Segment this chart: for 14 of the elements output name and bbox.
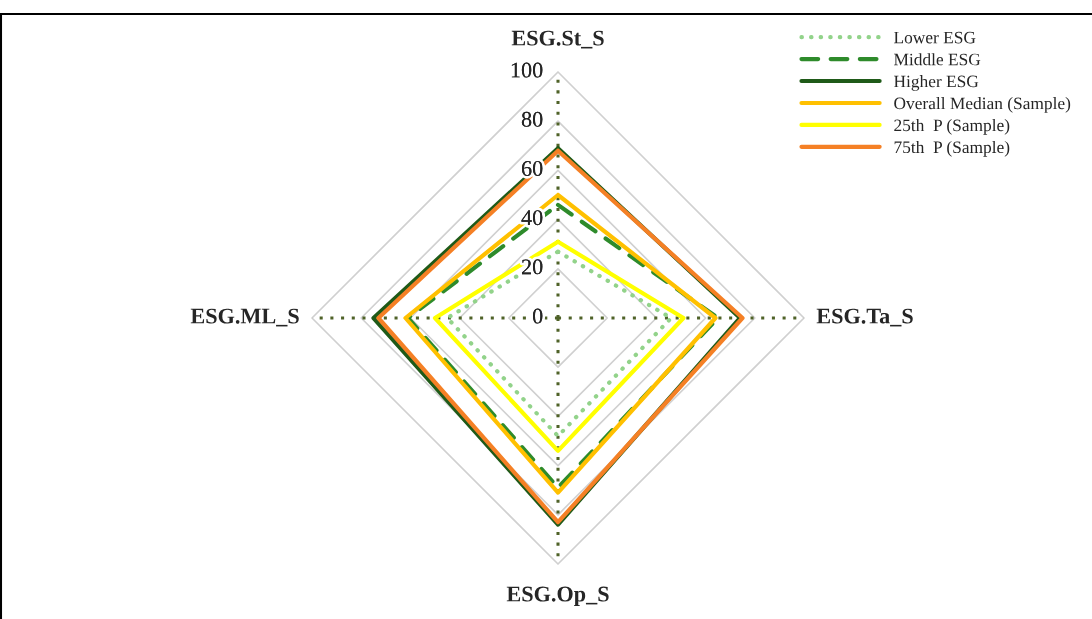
legend-label: Lower ESG	[894, 31, 976, 44]
spoke-label: ESG.Op_S	[506, 586, 609, 607]
spoke-label: ESG.St_S	[511, 30, 604, 49]
spoke-label: ESG.Ta_S	[816, 308, 913, 327]
y-tick-label: 20	[521, 259, 543, 275]
y-tick-label: 80	[521, 111, 543, 127]
legend-label: 75th P (Sample)	[894, 140, 1010, 157]
legend-label: Overall Median (Sample)	[894, 97, 1071, 113]
legend-label: 25th P (Sample)	[894, 118, 1010, 135]
legend-label: Higher ESG	[894, 75, 979, 91]
legend-label: Middle ESG	[894, 53, 981, 66]
y-tick-label: 100	[511, 62, 543, 78]
y-tick-label: 0	[532, 308, 543, 324]
spoke-label: ESG.ML_S	[190, 308, 299, 327]
